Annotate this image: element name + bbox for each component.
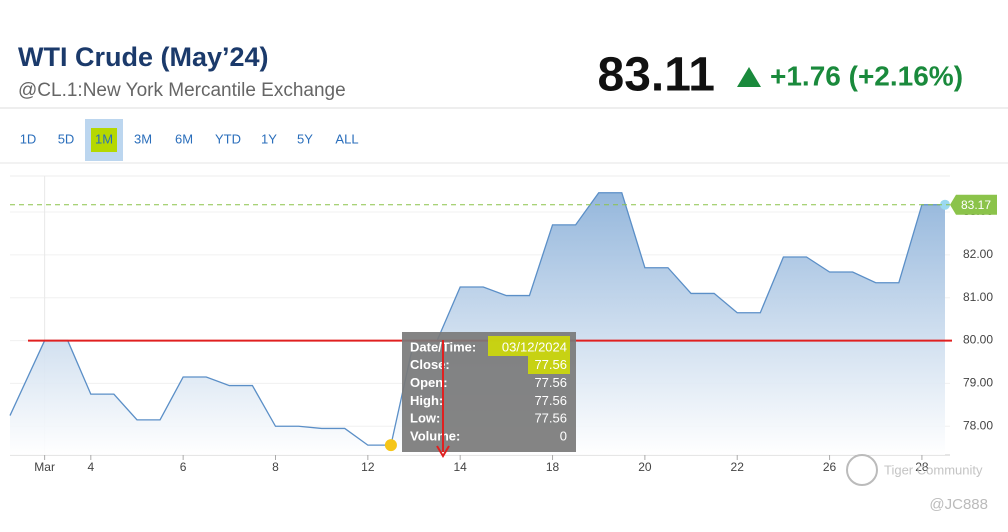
tooltip-value: 77.56 [534,357,567,372]
x-tick-label: 14 [454,460,468,474]
y-tick-label: 79.00 [963,376,993,390]
y-tick-label: 82.00 [963,247,993,261]
x-tick-label: 22 [731,460,745,474]
annotation-arrow-head [436,445,450,458]
last-price-label: 83.17 [961,198,991,212]
highlight [91,128,117,152]
header: WTI Crude (May’24) @CL.1:New York Mercan… [0,42,1008,164]
tooltip-key: Volume: [410,428,460,443]
price: 83.11 [598,49,715,102]
tooltip-value: 77.56 [534,375,567,390]
subtitle: @CL.1:New York Mercantile Exchange [18,80,346,101]
range-button[interactable]: 1Y [261,131,277,146]
highlight [488,336,570,356]
x-tick-label: Mar [34,460,55,474]
x-tick-label: 4 [87,460,94,474]
x-tick-label: 28 [915,460,929,474]
x-tick-label: 26 [823,460,837,474]
plot: 78.0079.0080.0081.0082.0083.00Mar4681214… [9,175,997,474]
range-button[interactable]: 5Y [297,131,313,146]
x-tick-label: 12 [361,460,375,474]
last-price-badge [950,194,997,215]
tooltip-value: 0 [560,428,567,443]
range-button[interactable]: YTD [215,131,241,146]
area [10,192,945,455]
title: WTI Crude (May’24) [18,42,269,72]
range-button[interactable]: 1M [95,131,113,146]
range-bar: 1D 5D 1M 3M 6M YTD 1Y 5Y ALL [20,119,359,161]
x-tick-label: 18 [546,460,560,474]
last-point [940,199,950,210]
tooltip-value: 03/12/2024 [502,339,567,354]
x-tick-label: 20 [638,460,652,474]
y-tick-label: 80.00 [963,333,993,347]
watermark-text: @JC888 [929,496,988,513]
watermark-logo [846,454,878,486]
range-button[interactable]: 1D [20,131,37,146]
tooltip-key: Open: [410,375,448,390]
tooltip-key: High: [410,393,443,408]
watermark-text: Tiger Community [884,462,983,477]
range-button[interactable]: ALL [335,131,358,146]
line [9,192,945,446]
x-tick-label: 8 [272,460,279,474]
tooltip: Date/Time:03/12/2024Close:77.56Open:77.5… [402,332,576,452]
highlight [528,356,570,374]
tooltip-key: Close: [410,357,450,372]
tooltip-key: Low: [410,411,440,426]
tooltip-value: 77.56 [534,393,567,408]
change: +1.76 (+2.16%) [770,60,963,91]
range-button[interactable]: 5D [58,131,75,146]
up-arrow [737,67,761,87]
y-tick-label: 81.00 [963,290,993,304]
range-button[interactable]: 3M [134,131,152,146]
x-tick-label: 6 [180,460,187,474]
hover-point [384,439,397,452]
y-tick-label: 78.00 [963,418,993,432]
range-button[interactable]: 6M [175,131,193,146]
watermark: Tiger Community @JC888 [846,454,988,513]
tooltip-value: 77.56 [534,411,567,426]
